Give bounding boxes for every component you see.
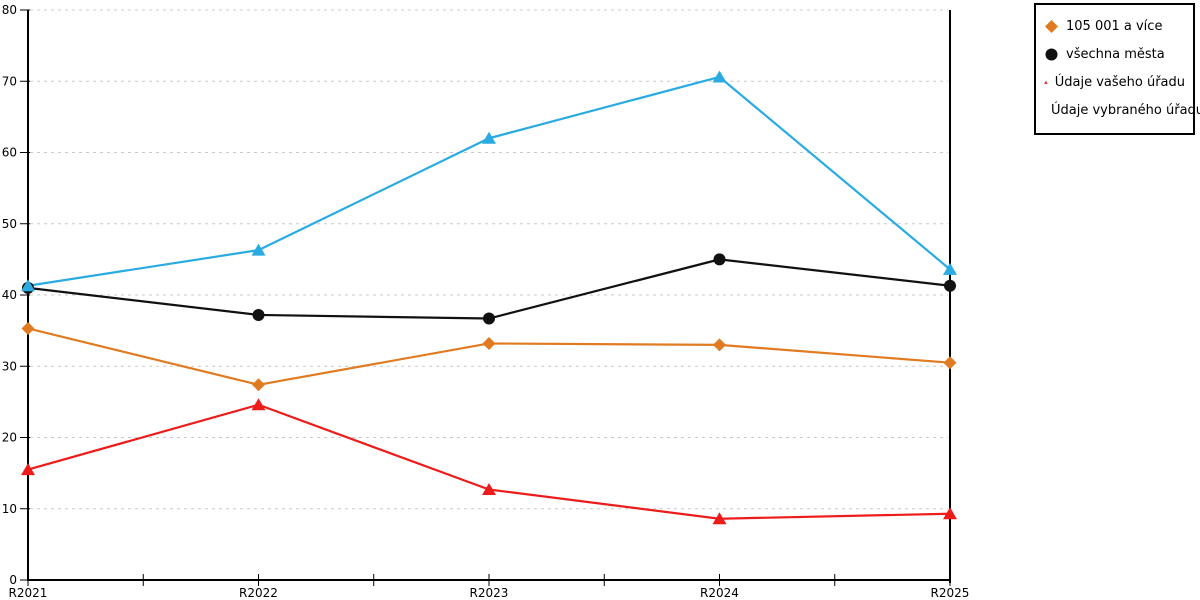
legend-item: Údaje vašeho úřadu xyxy=(1044,68,1185,96)
svg-text:20: 20 xyxy=(2,431,17,445)
legend: 105 001 a více všechna města Údaje vašeho … xyxy=(1034,3,1200,135)
svg-text:80: 80 xyxy=(2,3,17,17)
svg-text:70: 70 xyxy=(2,74,17,88)
legend-item: 105 001 a více xyxy=(1044,12,1185,40)
legend-item: Údaje vybraného úřadu xyxy=(1044,96,1200,124)
svg-text:0: 0 xyxy=(9,573,17,587)
svg-text:R2024: R2024 xyxy=(700,586,739,600)
svg-text:40: 40 xyxy=(2,288,17,302)
legend-diamond-icon xyxy=(1045,19,1058,33)
legend-label: Údaje vašeho úřadu xyxy=(1054,74,1185,90)
legend-circle-icon xyxy=(1045,48,1058,60)
svg-text:60: 60 xyxy=(2,146,17,160)
svg-text:50: 50 xyxy=(2,217,17,231)
legend-label: Údaje vybraného úřadu xyxy=(1051,102,1200,118)
legend-triangle-icon xyxy=(1044,80,1048,84)
svg-text:R2023: R2023 xyxy=(470,586,509,600)
legend-label: 105 001 a více xyxy=(1066,18,1163,34)
svg-text:10: 10 xyxy=(2,502,17,516)
legend-label: všechna města xyxy=(1066,46,1165,62)
svg-text:R2025: R2025 xyxy=(931,586,970,600)
svg-text:R2022: R2022 xyxy=(239,586,278,600)
svg-text:R2021: R2021 xyxy=(9,586,48,600)
svg-text:30: 30 xyxy=(2,359,17,373)
legend-item: všechna města xyxy=(1044,40,1185,68)
